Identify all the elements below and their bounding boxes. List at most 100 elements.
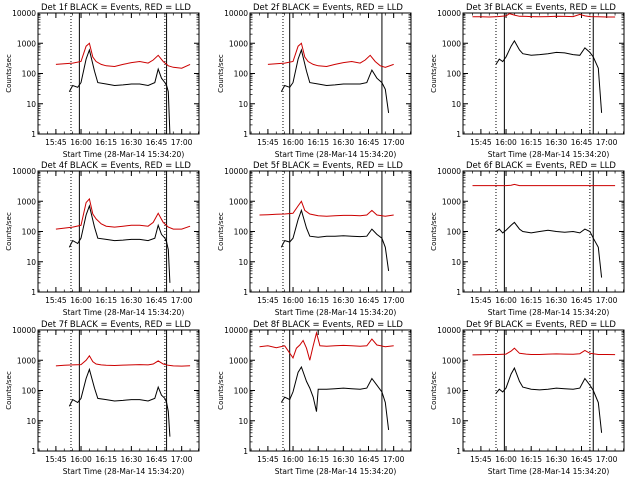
- x-tick-label: 15:45: [257, 138, 279, 147]
- x-axis-label: Start Time (28-Mar-14 15:34:20): [63, 467, 185, 476]
- x-tick-label: 16:30: [546, 455, 568, 464]
- x-tick-label: 16:00: [282, 296, 304, 305]
- plot-frame: [249, 12, 412, 135]
- x-tick-label: 15:45: [257, 296, 279, 305]
- x-tick-label: 16:15: [95, 138, 117, 147]
- y-tick-label: 100: [234, 70, 249, 79]
- events-series-line: [495, 39, 603, 113]
- y-tick-label: 1000: [17, 356, 36, 365]
- lld-series-line: [55, 354, 191, 367]
- events-series-line: [280, 48, 390, 113]
- x-tick-label: 17:00: [171, 138, 193, 147]
- y-tick-label: 1000: [442, 197, 461, 206]
- y-tick-label: 10: [26, 258, 36, 267]
- detector-panel-4: Det 4f BLACK = Events, RED = LLD Counts/s…: [5, 161, 200, 317]
- y-tick-label: 10: [238, 417, 248, 426]
- y-tick-label: 10: [451, 417, 461, 426]
- y-tick-label: 100: [22, 387, 37, 396]
- y-tick-label: 100: [234, 387, 249, 396]
- x-tick-label: 16:45: [146, 296, 168, 305]
- y-tick-label: 10: [238, 258, 248, 267]
- y-axis-label: Counts/sec: [430, 371, 438, 410]
- x-tick-label: 16:00: [282, 138, 304, 147]
- x-tick-label: 16:15: [520, 296, 542, 305]
- y-axis-label: Counts/sec: [217, 54, 225, 93]
- x-tick-label: 16:30: [546, 138, 568, 147]
- y-tick-label: 1: [243, 447, 248, 456]
- y-tick-label: 1: [243, 130, 248, 139]
- y-tick-label: 1000: [229, 197, 248, 206]
- events-series-line: [68, 204, 171, 283]
- y-tick-label: 10: [451, 258, 461, 267]
- y-tick-label: 10000: [12, 167, 36, 176]
- y-tick-label: 1: [31, 288, 36, 297]
- events-series-line: [495, 366, 603, 433]
- x-tick-label: 15:45: [470, 455, 492, 464]
- x-tick-label: 16:30: [546, 296, 568, 305]
- y-tick-label: 100: [22, 70, 37, 79]
- x-tick-label: 16:45: [146, 455, 168, 464]
- x-tick-label: 16:15: [520, 455, 542, 464]
- panel-title: Det 3f BLACK = Events, RED = LLD: [466, 3, 616, 13]
- x-tick-label: 17:00: [596, 455, 618, 464]
- x-tick-label: 16:30: [121, 455, 143, 464]
- x-tick-label: 16:00: [70, 138, 92, 147]
- x-tick-label: 16:45: [571, 455, 593, 464]
- y-tick-label: 10000: [224, 167, 248, 176]
- y-tick-label: 10000: [12, 326, 36, 335]
- plot-frame: [37, 12, 200, 135]
- plot-frame: [462, 12, 625, 135]
- x-tick-label: 16:15: [307, 455, 329, 464]
- y-tick-label: 10: [26, 100, 36, 109]
- panel-title: Det 9f BLACK = Events, RED = LLD: [466, 320, 616, 330]
- detector-panel-1: Det 1f BLACK = Events, RED = LLD Counts/s…: [5, 3, 200, 159]
- x-tick-label: 17:00: [383, 455, 405, 464]
- x-axis-label: Start Time (28-Mar-14 15:34:20): [488, 308, 610, 317]
- y-tick-label: 1: [243, 288, 248, 297]
- detector-panel-2: Det 2f BLACK = Events, RED = LLD Counts/s…: [217, 3, 412, 159]
- y-axis-label: Counts/sec: [5, 371, 13, 410]
- x-axis-label: Start Time (28-Mar-14 15:34:20): [488, 150, 610, 159]
- y-tick-label: 1000: [17, 39, 36, 48]
- x-tick-label: 15:45: [45, 138, 67, 147]
- x-tick-label: 15:45: [45, 296, 67, 305]
- x-tick-label: 16:45: [146, 138, 168, 147]
- x-tick-label: 15:45: [45, 455, 67, 464]
- x-axis-label: Start Time (28-Mar-14 15:34:20): [488, 467, 610, 476]
- y-tick-label: 10: [451, 100, 461, 109]
- y-tick-label: 1000: [442, 356, 461, 365]
- lld-series-line: [55, 197, 191, 230]
- x-tick-label: 16:00: [495, 138, 517, 147]
- y-tick-label: 1: [456, 288, 461, 297]
- y-axis-label: Counts/sec: [430, 212, 438, 251]
- y-tick-label: 1000: [229, 356, 248, 365]
- detector-panel-6: Det 6f BLACK = Events, RED = LLD Counts/s…: [430, 161, 625, 317]
- x-tick-label: 17:00: [383, 296, 405, 305]
- plot-frame: [462, 170, 625, 293]
- x-tick-label: 16:30: [333, 296, 355, 305]
- x-tick-label: 16:45: [358, 455, 380, 464]
- x-tick-label: 16:45: [358, 138, 380, 147]
- y-tick-label: 1000: [442, 39, 461, 48]
- panel-title: Det 7f BLACK = Events, RED = LLD: [41, 320, 191, 330]
- y-tick-label: 1: [456, 130, 461, 139]
- y-tick-label: 100: [447, 228, 462, 237]
- plot-frame: [249, 329, 412, 452]
- x-tick-label: 16:15: [307, 138, 329, 147]
- x-tick-label: 16:30: [121, 296, 143, 305]
- x-tick-label: 16:45: [571, 296, 593, 305]
- x-tick-label: 16:00: [70, 296, 92, 305]
- x-tick-label: 17:00: [596, 296, 618, 305]
- y-tick-label: 1: [31, 130, 36, 139]
- lld-series-line: [267, 42, 394, 68]
- y-tick-label: 100: [234, 228, 249, 237]
- lld-series-line: [472, 347, 616, 356]
- y-tick-label: 10000: [224, 326, 248, 335]
- y-tick-label: 10000: [437, 9, 461, 18]
- x-axis-label: Start Time (28-Mar-14 15:34:20): [63, 150, 185, 159]
- y-tick-label: 1: [456, 447, 461, 456]
- plot-frame: [37, 329, 200, 452]
- events-series-line: [68, 48, 171, 134]
- lld-series-line: [259, 200, 394, 217]
- y-axis-label: Counts/sec: [430, 54, 438, 93]
